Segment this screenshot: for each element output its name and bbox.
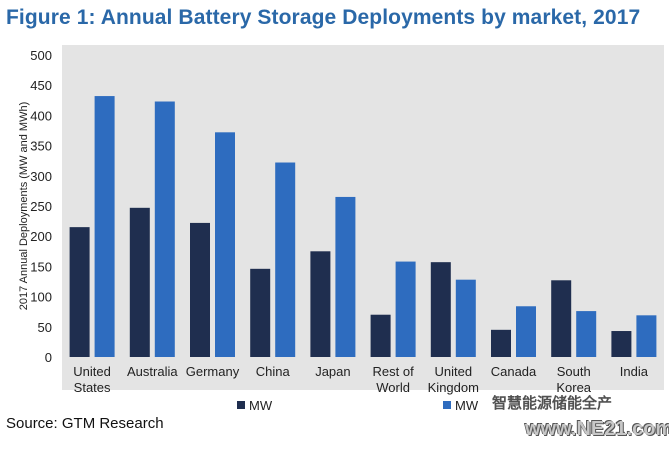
x-tick-label: Kingdom bbox=[428, 380, 479, 395]
legend-label: MW bbox=[249, 398, 273, 413]
bar-mwh bbox=[215, 132, 235, 357]
y-tick-label: 250 bbox=[30, 199, 52, 214]
legend-swatch-mw bbox=[237, 401, 245, 409]
bar-mwh bbox=[455, 279, 476, 357]
y-tick-label: 400 bbox=[30, 108, 52, 123]
bar-mwh bbox=[395, 261, 416, 357]
bar-mwh bbox=[335, 196, 356, 357]
watermark-site: www.NE21.com bbox=[525, 418, 669, 440]
y-tick-label: 50 bbox=[38, 320, 52, 335]
chart-title: Figure 1: Annual Battery Storage Deploym… bbox=[6, 6, 641, 29]
bar-mw bbox=[310, 251, 331, 357]
bar-mwh bbox=[94, 96, 115, 358]
bar-mw bbox=[491, 329, 511, 357]
bar-mw bbox=[250, 268, 271, 357]
x-tick-label: China bbox=[256, 364, 291, 379]
y-tick-label: 500 bbox=[30, 48, 52, 63]
x-tick-label: States bbox=[74, 380, 111, 395]
y-tick-label: 100 bbox=[30, 290, 52, 305]
x-tick-label: South bbox=[557, 364, 591, 379]
bar-mwh bbox=[516, 306, 536, 357]
bar-mw bbox=[370, 314, 391, 357]
bar-mw bbox=[190, 222, 210, 357]
y-tick-label: 150 bbox=[30, 259, 52, 274]
bar-mw bbox=[129, 207, 150, 357]
y-tick-label: 300 bbox=[30, 169, 52, 184]
x-tick-label: Rest of bbox=[373, 364, 415, 379]
source-note: Source: GTM Research bbox=[6, 415, 164, 432]
bar-mwh bbox=[275, 162, 296, 357]
legend-swatch-mwh bbox=[443, 401, 451, 409]
bar-mwh bbox=[576, 311, 597, 357]
x-tick-label: Australia bbox=[127, 364, 178, 379]
y-tick-label: 0 bbox=[45, 350, 52, 365]
watermark-account: 智慧能源储能全产 bbox=[492, 395, 613, 412]
bar-mw bbox=[430, 262, 451, 357]
y-tick-label: 200 bbox=[30, 229, 52, 244]
legend-label: MW bbox=[455, 398, 479, 413]
bar-mw bbox=[551, 280, 572, 357]
x-tick-label: Canada bbox=[491, 364, 537, 379]
bar-mw bbox=[69, 227, 90, 357]
y-tick-label: 350 bbox=[30, 139, 52, 154]
x-tick-label: United bbox=[435, 364, 473, 379]
bar-mwh bbox=[636, 315, 657, 357]
y-tick-label: 450 bbox=[30, 78, 52, 93]
x-tick-label: United bbox=[73, 364, 111, 379]
x-tick-label: Korea bbox=[556, 380, 591, 395]
x-tick-label: India bbox=[620, 364, 649, 379]
bar-mwh bbox=[154, 101, 175, 358]
x-tick-label: Germany bbox=[186, 364, 240, 379]
y-axis-label: 2017 Annual Deployments (MW and MWh) bbox=[18, 102, 30, 310]
x-tick-label: World bbox=[376, 380, 410, 395]
bar-mw bbox=[611, 331, 632, 357]
x-tick-label: Japan bbox=[315, 364, 350, 379]
